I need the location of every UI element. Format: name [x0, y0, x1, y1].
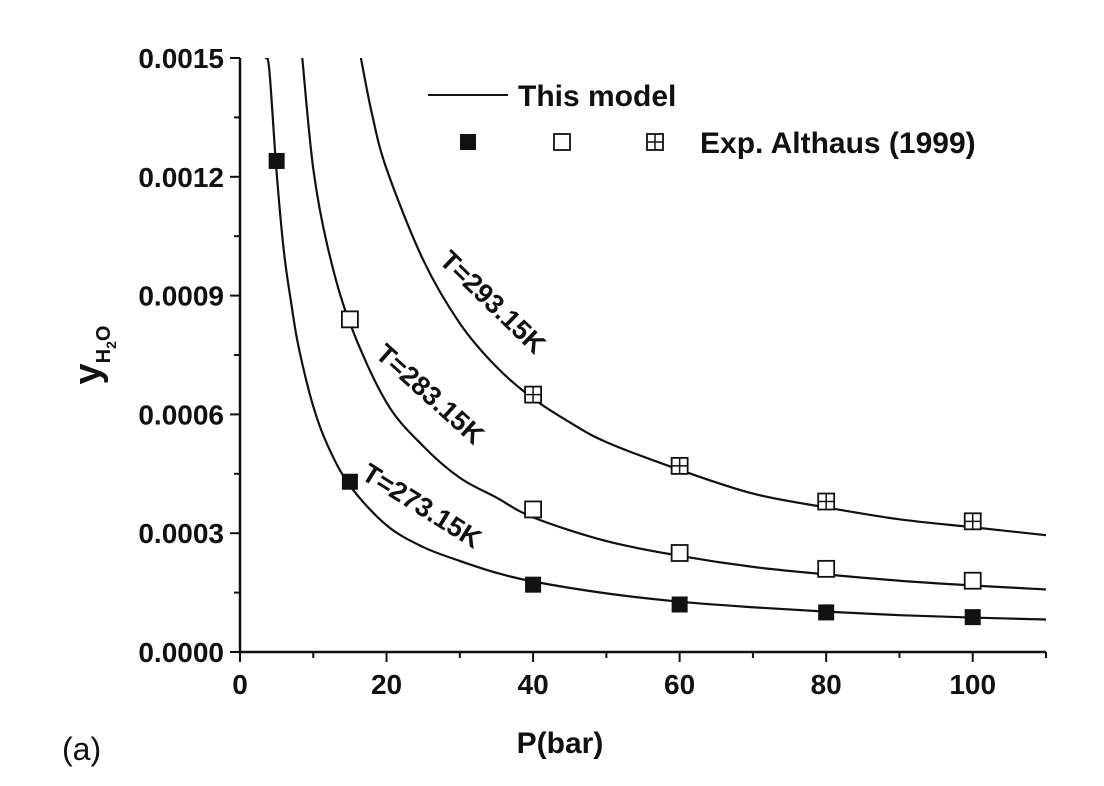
legend-marker-crossed	[646, 133, 664, 151]
x-tick-label: 100	[949, 669, 996, 700]
experimental-markers	[268, 152, 982, 626]
y-tick-label: 0.0012	[138, 162, 224, 193]
curve-label-283: T=283.15K	[370, 338, 490, 451]
y-axis-title-sub-h: H	[93, 349, 115, 363]
model-curve-0	[264, 58, 1046, 621]
exp-point-series-1	[670, 544, 689, 562]
y-tick-label: 0.0000	[138, 637, 224, 668]
y-axis-ticks: 0.0000 0.0003 0.0006 0.0009 0.0012 0.0015	[138, 43, 240, 668]
legend: This model Exp. Althaus (1999)	[428, 80, 976, 160]
exp-point-series-0	[268, 152, 285, 169]
y-tick-label: 0.0015	[138, 43, 224, 74]
exp-point-series-1	[817, 559, 836, 578]
x-tick-label: 20	[371, 669, 402, 700]
model-curve-1	[301, 58, 1046, 591]
y-tick-label: 0.0003	[138, 518, 224, 549]
exp-point-series-1	[524, 500, 542, 519]
y-axis-title-sub-o: O	[93, 326, 115, 342]
x-axis-title: P(bar)	[517, 727, 604, 760]
x-tick-label: 0	[232, 669, 248, 700]
x-axis-ticks: 0 20 40 60 80 100	[232, 652, 1047, 700]
exp-point-series-2	[817, 492, 836, 511]
curve-label-293: T=293.15K	[434, 245, 552, 360]
exp-point-series-0	[964, 609, 981, 626]
legend-marker-filled	[460, 134, 476, 150]
model-curve-2	[359, 58, 1046, 537]
exp-point-series-0	[671, 596, 688, 613]
panel-label: (a)	[62, 731, 101, 767]
exp-point-series-1	[963, 571, 982, 590]
y-tick-label: 0.0006	[138, 399, 224, 430]
x-tick-label: 60	[664, 669, 695, 700]
y-tick-label: 0.0009	[138, 281, 224, 312]
exp-point-series-1	[341, 310, 359, 329]
y-axis-title-sub-2: 2	[103, 341, 119, 349]
legend-marker-label: Exp. Althaus (1999)	[700, 127, 976, 160]
curve-label-273: T=273.15K	[357, 458, 487, 555]
y-axis-title: yH2O	[67, 326, 119, 385]
legend-marker-open	[553, 133, 571, 151]
exp-point-series-2	[524, 385, 542, 404]
legend-line-label: This model	[518, 80, 676, 113]
x-tick-label: 80	[811, 669, 842, 700]
model-curves	[264, 58, 1046, 621]
exp-point-series-2	[963, 512, 982, 531]
exp-point-series-0	[525, 576, 542, 593]
exp-point-series-2	[670, 456, 689, 475]
y-axis-title-base: y	[67, 363, 109, 384]
legend-markers	[460, 133, 664, 151]
exp-point-series-0	[341, 473, 358, 490]
exp-point-series-0	[818, 604, 835, 621]
x-tick-label: 40	[518, 669, 549, 700]
